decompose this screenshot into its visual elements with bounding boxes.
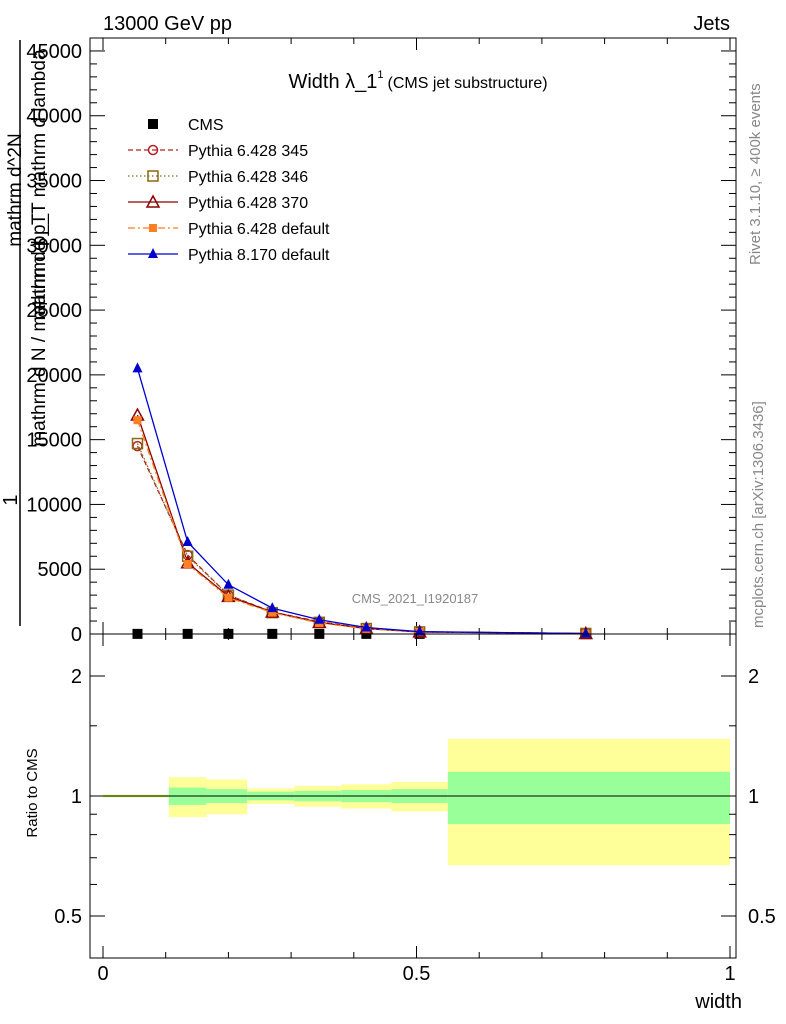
main-ytick-label: 10000 bbox=[26, 494, 82, 516]
series-line bbox=[136, 443, 586, 635]
main-ytick-label: 25000 bbox=[26, 300, 82, 322]
ratio-ytick-label-right: 0.5 bbox=[748, 906, 776, 928]
main-ytick-label: 30000 bbox=[26, 235, 82, 257]
legend-label: Pythia 6.428 345 bbox=[188, 143, 308, 160]
data-point bbox=[268, 608, 277, 617]
main-ytick-label: 45000 bbox=[26, 41, 82, 63]
ratio-xtick-label: 1 bbox=[724, 963, 735, 985]
title-paren: (CMS jet substructure) bbox=[388, 75, 548, 92]
legend-label: Pythia 6.428 370 bbox=[188, 195, 308, 212]
ratio-ytick-label-right: 2 bbox=[748, 666, 759, 688]
title-sup: 1 bbox=[377, 69, 383, 81]
legend-marker bbox=[148, 119, 158, 129]
data-point bbox=[131, 437, 144, 450]
series-line bbox=[136, 368, 586, 635]
ratio-ytick-label: 1 bbox=[71, 786, 82, 808]
ratio-ytick-label: 2 bbox=[71, 666, 82, 688]
data-point bbox=[414, 625, 425, 636]
data-point bbox=[361, 621, 372, 632]
data-point bbox=[224, 593, 233, 602]
legend: CMS Pythia 6.428 345 Pythia 6.428 346 Pythi… bbox=[128, 117, 330, 264]
ylabel-denominator-b: mathrm d p_T mathrm d lambda bbox=[29, 49, 50, 320]
ratio-xtick-label: 0.5 bbox=[403, 963, 431, 985]
series-pythia-6-428-346 bbox=[131, 437, 592, 640]
data-point bbox=[223, 578, 234, 589]
x-axis-label: width bbox=[694, 991, 742, 1013]
main-panel: 0 5000 10000 15000 20000 25000 30000 35000 40000… bbox=[26, 37, 737, 646]
ratio-band-stat bbox=[447, 771, 730, 825]
data-point bbox=[182, 536, 193, 547]
legend-label: Pythia 6.428 default bbox=[188, 221, 330, 238]
ratio-xtick-label: 0 bbox=[97, 963, 108, 985]
series-pythia-8-170-default bbox=[132, 362, 591, 638]
legend-label: Pythia 8.170 default bbox=[188, 247, 330, 264]
legend-marker bbox=[147, 144, 159, 156]
ylabel-one: 1 bbox=[0, 494, 22, 505]
title-main: Width λ_1 bbox=[288, 71, 377, 93]
series-pythia-6-428-345 bbox=[132, 440, 592, 639]
legend-marker bbox=[149, 224, 157, 232]
data-point bbox=[133, 416, 142, 425]
data-point bbox=[132, 362, 143, 373]
main-ylabel: 1 mathrm d N / mathrm d p_T mathrm d^2N … bbox=[0, 40, 50, 626]
main-ytick-label: 35000 bbox=[26, 171, 82, 193]
data-point bbox=[267, 602, 278, 613]
ratio-ylabel: Ratio to CMS bbox=[24, 748, 41, 837]
main-ytick-label: 20000 bbox=[26, 365, 82, 387]
main-ytick-label: 40000 bbox=[26, 106, 82, 128]
data-point bbox=[314, 613, 325, 624]
legend-marker bbox=[148, 248, 158, 258]
legend-marker bbox=[145, 194, 161, 208]
legend-marker bbox=[147, 170, 159, 182]
data-point bbox=[183, 560, 192, 569]
watermark: CMS_2021_I1920187 bbox=[352, 591, 479, 606]
rivet-label: Rivet 3.1.10, ≥ 400k events bbox=[747, 83, 764, 265]
category-label: Jets bbox=[693, 13, 730, 35]
energy-label: 13000 GeV pp bbox=[103, 13, 232, 35]
mcplots-label: mcplots.cern.ch [arXiv:1306.3436] bbox=[750, 401, 767, 628]
legend-label: Pythia 6.428 346 bbox=[188, 169, 308, 186]
ratio-ytick-label-right: 1 bbox=[748, 786, 759, 808]
ratio-ytick-label: 0.5 bbox=[54, 906, 82, 928]
main-ytick-label: 15000 bbox=[26, 430, 82, 452]
legend-label: CMS bbox=[188, 117, 224, 134]
data-point bbox=[580, 627, 591, 638]
chart-title: Width λ_11 (CMS jet substructure) bbox=[288, 69, 547, 93]
main-ytick-label: 5000 bbox=[38, 559, 83, 581]
ylabel-numerator: mathrm d^2N bbox=[5, 133, 26, 246]
ratio-panel: 0.5 0.5 1 1 2 2 0 0.5 1 Ratio to CMS width bbox=[24, 633, 776, 1013]
ylabel-denominator-a: mathrm d N / mathrm d p_T bbox=[29, 213, 50, 447]
main-ytick-label: 0 bbox=[71, 624, 82, 646]
